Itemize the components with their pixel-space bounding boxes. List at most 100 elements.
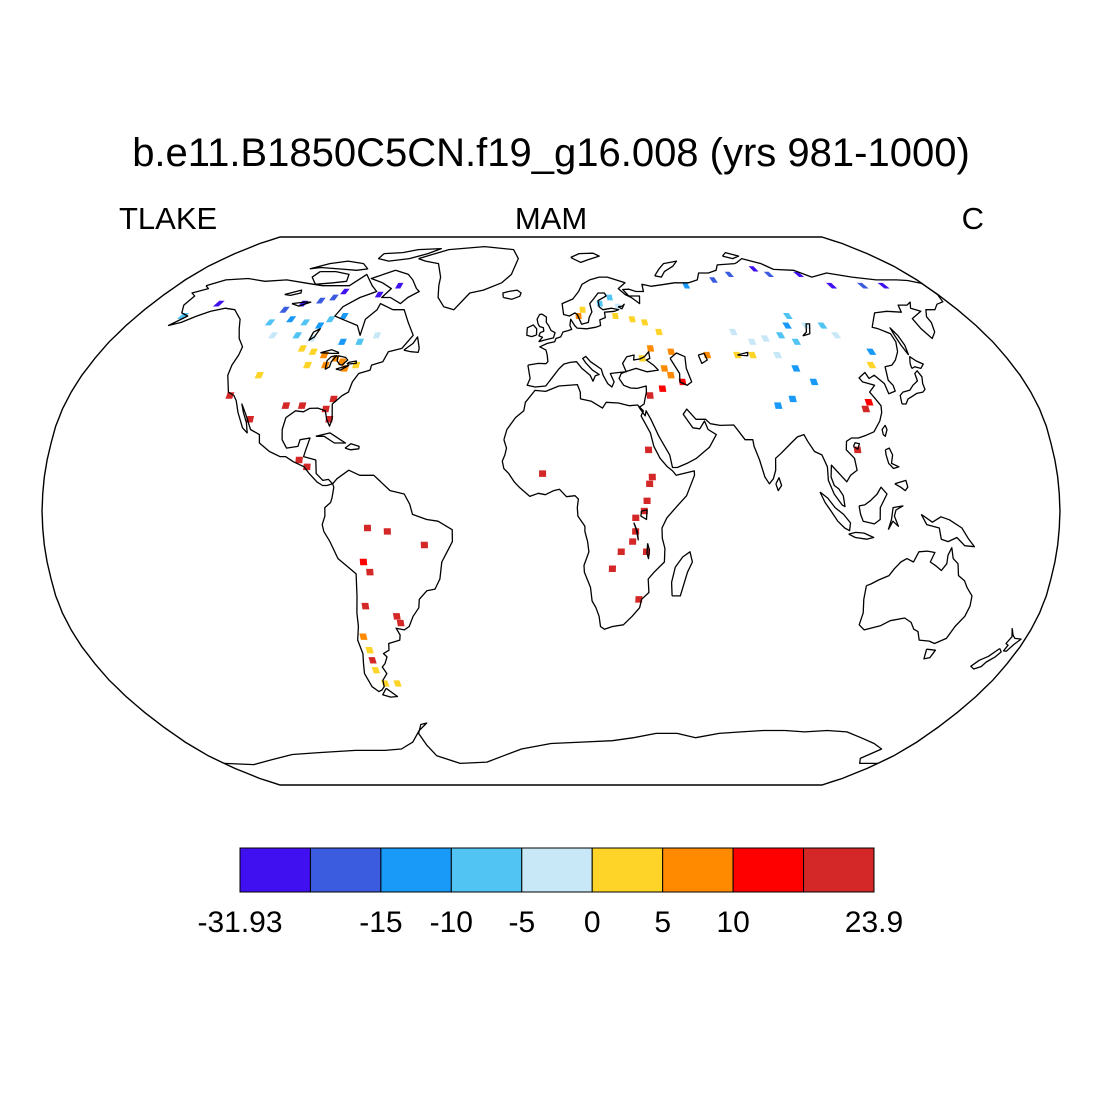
lake-cell (646, 345, 655, 352)
lake-cell (866, 348, 877, 355)
lake-cell (339, 313, 349, 319)
lake-cell (747, 338, 757, 345)
colorbar-swatch (309, 847, 382, 893)
lake-cell (254, 372, 264, 379)
coastline (370, 269, 420, 305)
coastline (923, 648, 937, 660)
lake-cell (212, 300, 225, 307)
lake-cell (660, 365, 669, 372)
colorbar-swatch (239, 847, 311, 893)
lake-cell (366, 568, 374, 576)
lake-cell (763, 271, 775, 277)
coastline (382, 687, 399, 698)
lake-cell (640, 319, 649, 326)
lake-cell (539, 470, 547, 477)
lake-cell (748, 351, 757, 359)
lake-cell (281, 402, 291, 409)
lake-cell (579, 306, 586, 313)
colorbar-tick-label: -5 (508, 906, 535, 939)
lake-cell (371, 667, 380, 674)
coastlines (167, 245, 1022, 766)
lake-cell (308, 348, 318, 355)
colorbar-swatch (662, 847, 734, 893)
colorbar-tick-label: 10 (716, 906, 749, 939)
lake-cell (864, 399, 874, 406)
lake-cell (264, 319, 276, 326)
lake-cell (297, 345, 307, 352)
lake-cell (392, 613, 401, 620)
colorbar-tick-label: -31.93 (197, 906, 282, 939)
coastline (920, 513, 976, 548)
coastline (909, 356, 924, 370)
lake-cell (643, 497, 651, 504)
lake-cell (383, 528, 391, 535)
lake-cell (646, 392, 654, 399)
lake-cell (292, 332, 303, 339)
colorbar-swatch (591, 847, 664, 893)
lake-cell (368, 657, 377, 664)
coastline (526, 324, 538, 338)
coastline (670, 551, 694, 597)
coastline (344, 443, 360, 451)
season-label: MAM (514, 201, 588, 236)
coastline (311, 270, 350, 285)
colorbar-tick-label: -15 (359, 906, 402, 939)
lake-cell (791, 338, 801, 345)
coastline (697, 352, 708, 365)
lake-cell (279, 306, 290, 313)
coastline (617, 303, 625, 310)
lake-cell (632, 514, 640, 521)
lake-cell (877, 282, 890, 289)
coastline (970, 647, 1002, 670)
colorbar-tick-label: 23.9 (845, 906, 903, 939)
lake-cell (374, 291, 384, 298)
coastline (335, 364, 350, 371)
lake-cell (682, 282, 691, 289)
coastline (802, 323, 811, 337)
coastline (889, 327, 910, 356)
lake-cell (782, 322, 792, 329)
lake-cell (831, 332, 842, 339)
lake-cell (314, 322, 325, 329)
coastline (899, 370, 926, 405)
lake-cell (748, 266, 759, 272)
lake-cell (606, 294, 613, 301)
coastline (224, 722, 883, 766)
colorbar-swatch (803, 847, 875, 893)
coastline (1002, 628, 1022, 652)
coastline (526, 257, 944, 508)
coastline (848, 531, 875, 540)
coastline (284, 289, 303, 297)
coastline (321, 469, 454, 693)
map-boundary (41, 236, 1061, 786)
lake-cell (729, 328, 738, 336)
units-label: C (961, 201, 984, 236)
coastline (646, 543, 651, 560)
lake-cell (667, 372, 675, 379)
lake-cell (667, 348, 675, 355)
lake-cell (617, 548, 625, 555)
lake-cell (658, 385, 667, 392)
colorbar-swatch (732, 847, 805, 893)
lake-cell (321, 361, 330, 369)
variable-label: TLAKE (119, 201, 218, 236)
colorbar-tick-label: -10 (430, 906, 473, 939)
lake-cell (866, 361, 877, 369)
coastline (894, 479, 909, 492)
lake-cell (628, 316, 636, 323)
lake-cell (329, 294, 339, 301)
lake-cell (655, 328, 663, 336)
coastline (775, 477, 783, 492)
lake-cell (788, 395, 797, 403)
lake-cell (644, 446, 653, 454)
coastline (501, 383, 696, 630)
lake-cell (268, 332, 279, 339)
coastline (167, 273, 414, 487)
lake-cell (760, 335, 770, 342)
coastline (418, 245, 519, 311)
lake-cell (395, 282, 404, 289)
lake-cell (365, 647, 374, 654)
colorbar-swatch (521, 847, 593, 893)
